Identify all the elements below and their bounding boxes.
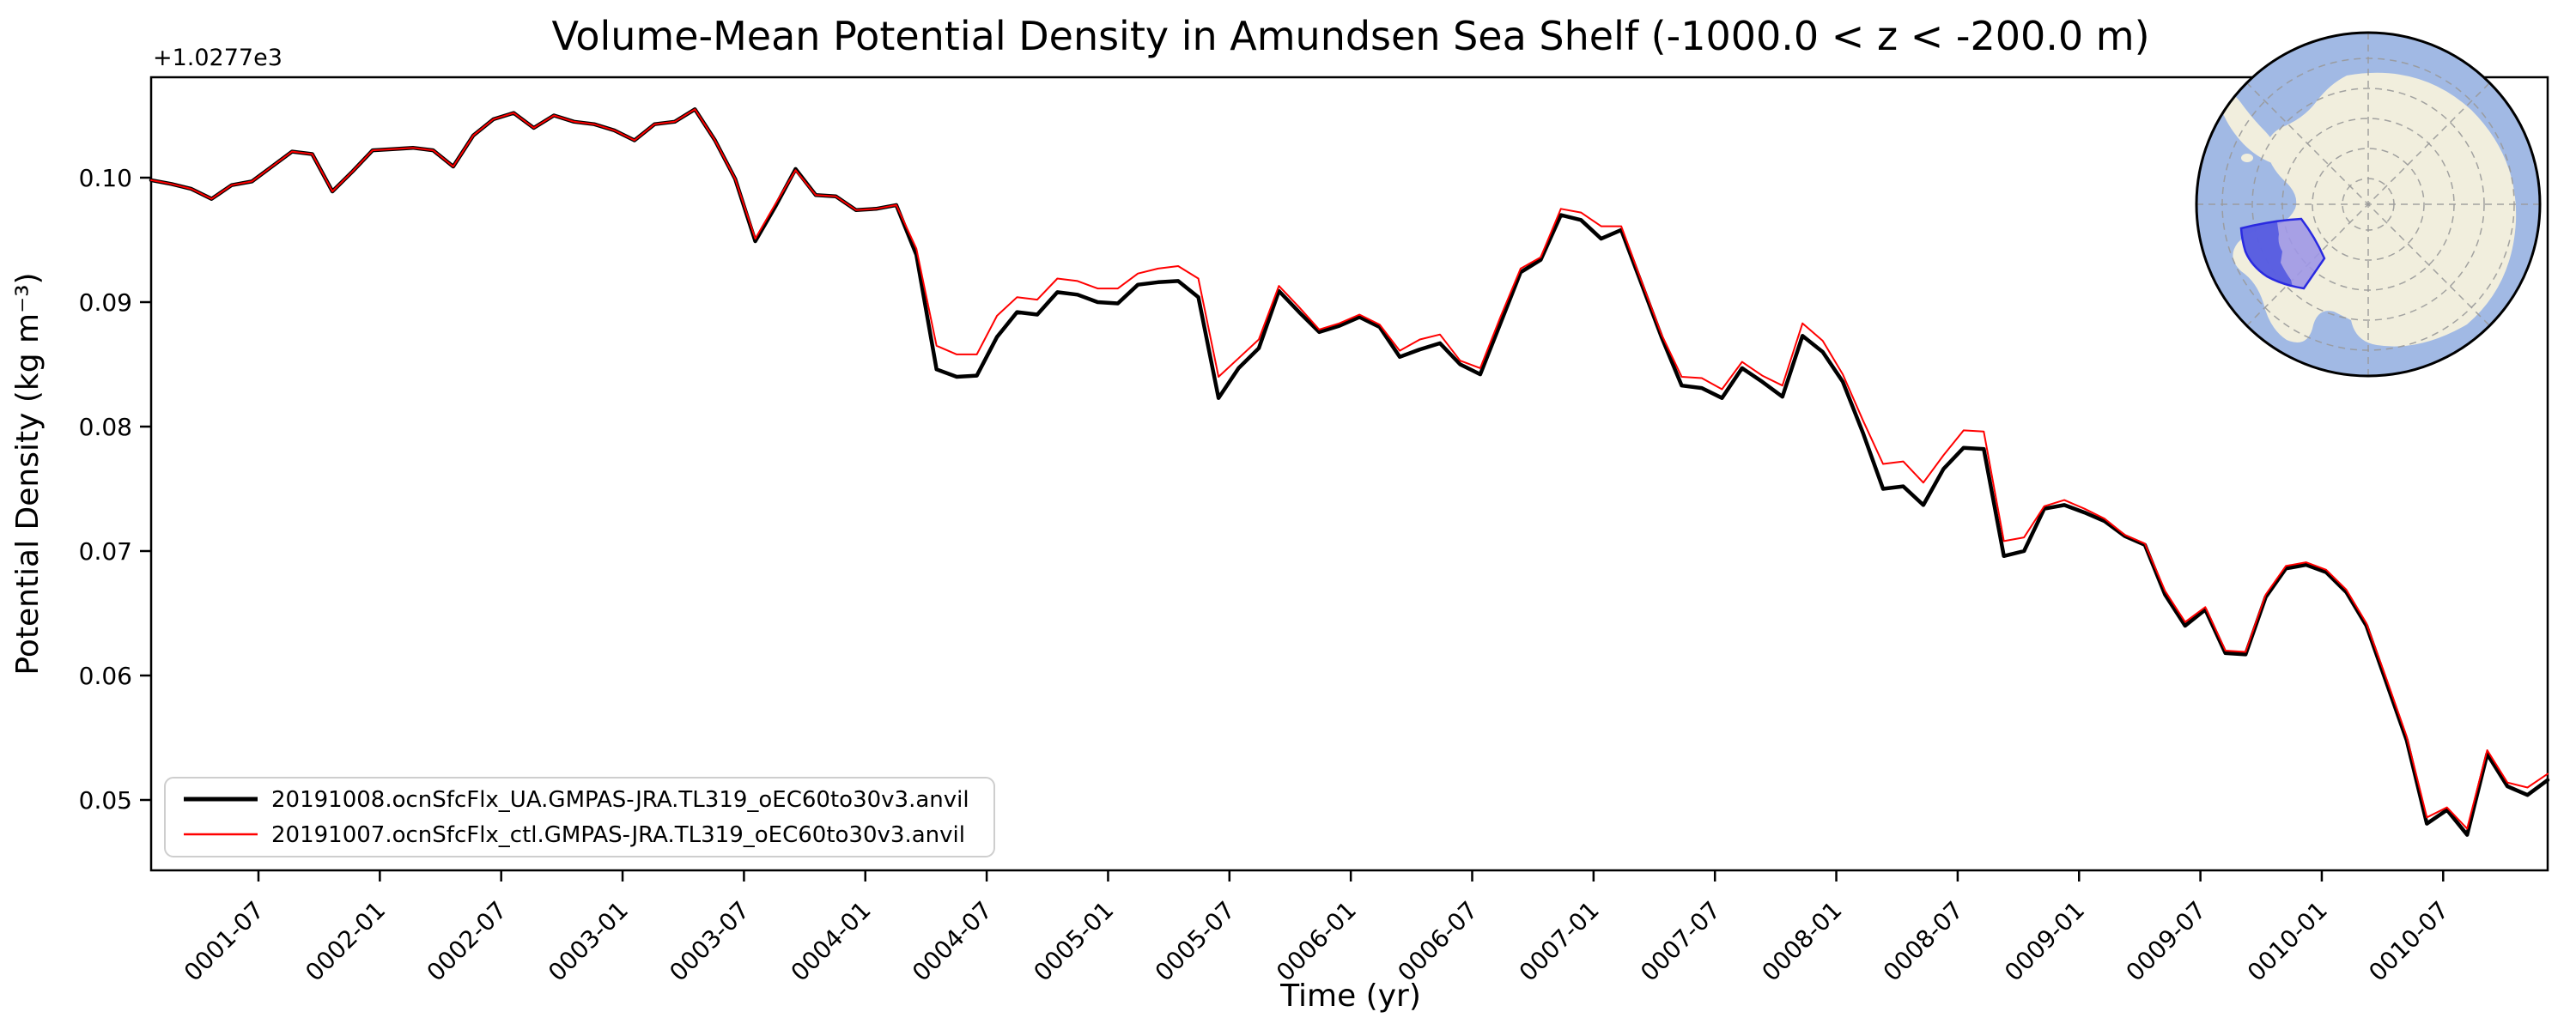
x-tick-label: 0009-01	[1999, 896, 2090, 987]
y-axis-offset-label: +1.0277e3	[153, 45, 283, 71]
x-tick-label: 0007-01	[1514, 896, 1605, 987]
y-tick-label: 0.08	[79, 413, 132, 441]
legend: 20191008.ocnSfcFlx_UA.GMPAS-JRA.TL319_oE…	[164, 777, 995, 857]
map-region-highlight-amundsen	[2239, 217, 2326, 290]
y-tick-label: 0.06	[79, 662, 132, 690]
x-tick-label: 0010-07	[2363, 896, 2454, 987]
legend-item-label: 20191008.ocnSfcFlx_UA.GMPAS-JRA.TL319_oE…	[271, 787, 969, 813]
x-tick-label: 0010-01	[2242, 896, 2333, 987]
x-tick-label: 0006-01	[1271, 896, 1362, 987]
x-tick-label: 0007-07	[1635, 896, 1726, 987]
x-tick-label: 0003-01	[543, 896, 634, 987]
y-axis-title: Potential Density (kg m⁻³)	[10, 272, 46, 675]
series-red-line	[150, 108, 2549, 830]
map-graticule	[2196, 33, 2540, 376]
x-tick-label: 0001-07	[179, 896, 270, 987]
y-tick-label: 0.10	[79, 164, 132, 192]
x-tick-label: 0004-01	[786, 896, 877, 987]
x-tick-label: 0004-07	[907, 896, 998, 987]
x-axis-title: Time (yr)	[1279, 978, 1421, 1014]
x-tick-label: 0008-01	[1756, 896, 1847, 987]
legend-item-label: 20191007.ocnSfcFlx_ctl.GMPAS-JRA.TL319_o…	[271, 822, 965, 848]
y-tick-label: 0.05	[79, 786, 132, 815]
series-black-line	[149, 107, 2550, 837]
data-series	[149, 107, 2550, 837]
x-tick-label: 0008-07	[1878, 896, 1969, 987]
x-tick-label: 0002-01	[300, 896, 391, 987]
x-tick-label: 0006-07	[1392, 896, 1483, 987]
x-tick-label: 0002-07	[422, 896, 513, 987]
inset-map	[2195, 31, 2542, 378]
x-tick-label: 0005-07	[1150, 896, 1241, 987]
y-tick-label: 0.07	[79, 537, 132, 566]
chart-title: Volume-Mean Potential Density in Amundse…	[551, 13, 2149, 59]
y-tick-label: 0.09	[79, 288, 132, 317]
x-tick-label: 0009-07	[2120, 896, 2211, 987]
axes-frame	[149, 76, 2549, 872]
x-tick-label: 0005-01	[1028, 896, 1119, 987]
y-axis-ticks: 0.05 0.06 0.07 0.08 0.09 0.10	[79, 164, 151, 815]
map-border-circle	[2195, 31, 2542, 378]
x-tick-label: 0003-07	[664, 896, 755, 987]
x-axis-ticks: 0001-07 0002-01 0002-07 0003-01 0003-07 0004-…	[179, 870, 2454, 987]
legend-box	[164, 777, 995, 857]
legend-items: 20191008.ocnSfcFlx_UA.GMPAS-JRA.TL319_oE…	[184, 787, 969, 848]
